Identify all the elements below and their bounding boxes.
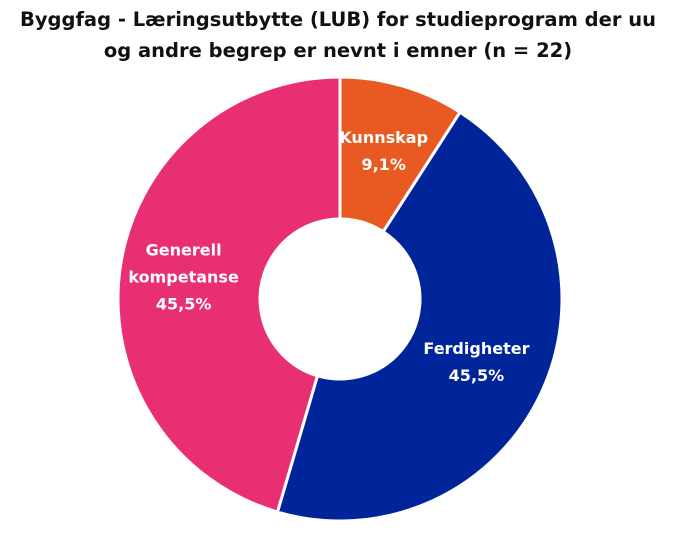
- slice-category-label: Ferdigheter: [423, 339, 529, 358]
- slice-label-2: Generell kompetanse 45,5%: [128, 241, 239, 314]
- chart-title: Byggfag - Læringsutbytte (LUB) for studi…: [0, 4, 676, 66]
- slice-value-label: 45,5%: [449, 366, 505, 385]
- chart-title-line-1: Byggfag - Læringsutbytte (LUB) for studi…: [19, 8, 657, 31]
- slice-value-label: 45,5%: [156, 295, 212, 314]
- labels-group: Kunnskap 9,1% Ferdigheter 45,5% Generell komp…: [128, 128, 529, 385]
- slice-category-label: Generell: [146, 241, 222, 260]
- slice-category-label: kompetanse: [128, 268, 239, 287]
- slice-label-1: Ferdigheter 45,5%: [423, 339, 529, 385]
- slice-1: [275, 110, 564, 523]
- slice-value-label: 9,1%: [361, 155, 405, 174]
- chart-title-line-2: og andre begrep er nevnt i emner (n = 22…: [103, 39, 573, 62]
- slice-label-0: Kunnskap 9,1%: [339, 128, 428, 174]
- slices-group: [116, 75, 564, 523]
- slice-category-label: Kunnskap: [339, 128, 428, 147]
- slice-2: [116, 75, 342, 514]
